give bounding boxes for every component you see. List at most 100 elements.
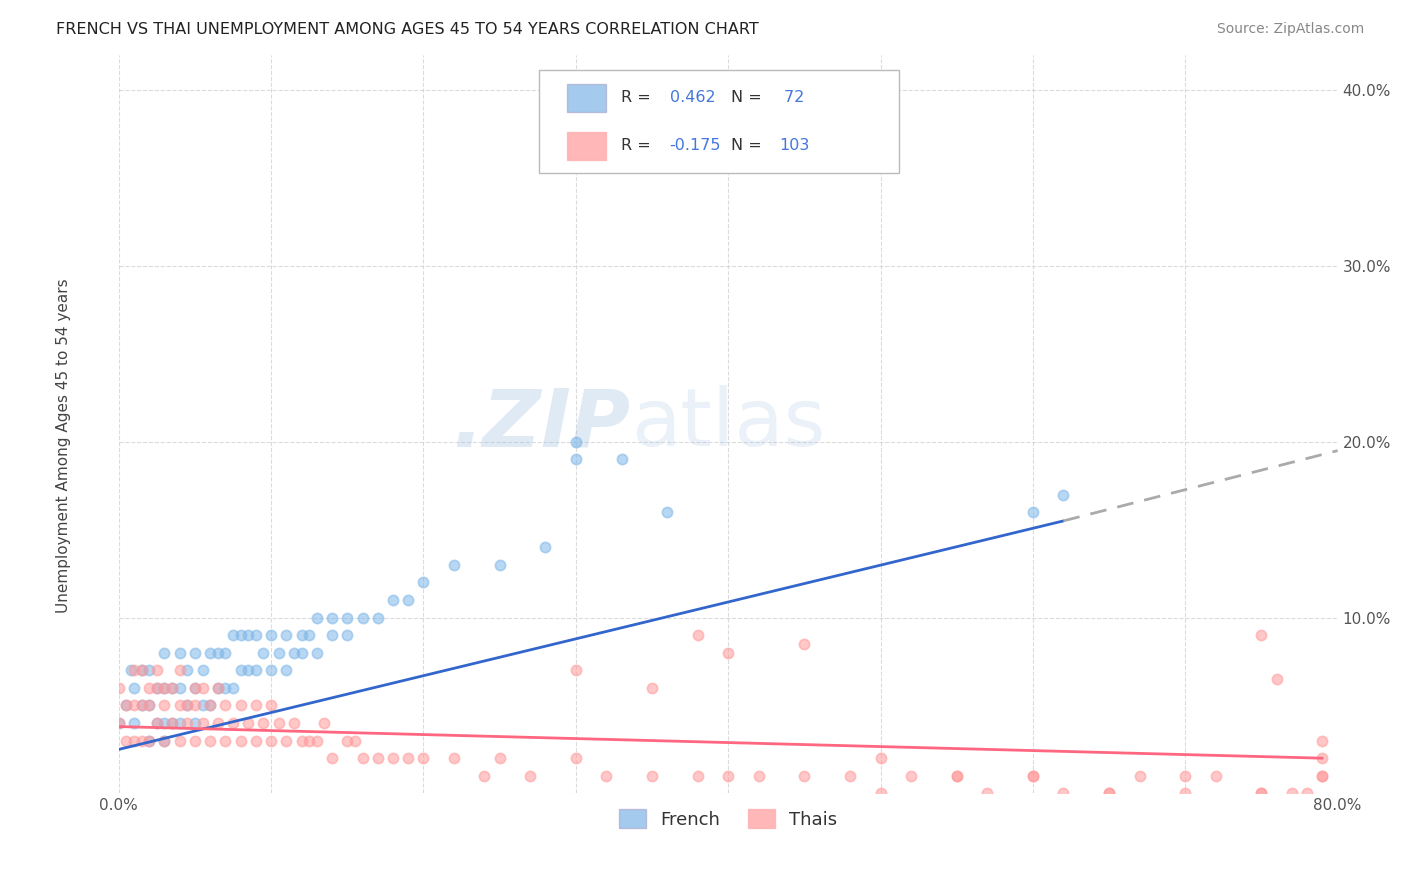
Point [290, 628, 312, 642]
Point [1312, 769, 1334, 783]
Point [276, 663, 298, 677]
Point [900, 769, 922, 783]
Point [160, 716, 183, 731]
Text: R =: R = [621, 90, 655, 105]
Point [252, 716, 274, 731]
Point [131, 733, 153, 747]
Point [131, 698, 153, 713]
Point [131, 698, 153, 713]
Point [198, 646, 221, 660]
Point [131, 663, 153, 677]
Point [238, 663, 260, 677]
Point [276, 628, 298, 642]
Point [107, 716, 129, 731]
Point [1022, 769, 1045, 783]
Point [298, 733, 321, 747]
Point [184, 716, 207, 731]
Point [1312, 769, 1334, 783]
Point [176, 663, 198, 677]
Point [283, 716, 305, 731]
Point [336, 628, 359, 642]
Point [153, 698, 176, 713]
Point [343, 733, 366, 747]
Point [153, 646, 176, 660]
Point [153, 733, 176, 747]
Point [336, 610, 359, 624]
FancyBboxPatch shape [567, 84, 606, 112]
Point [290, 733, 312, 747]
Point [245, 663, 267, 677]
Legend: French, Thais: French, Thais [612, 802, 845, 836]
Point [260, 628, 283, 642]
Point [146, 716, 169, 731]
Text: FRENCH VS THAI UNEMPLOYMENT AMONG AGES 45 TO 54 YEARS CORRELATION CHART: FRENCH VS THAI UNEMPLOYMENT AMONG AGES 4… [56, 22, 759, 37]
Point [314, 716, 336, 731]
Point [107, 716, 129, 731]
Point [222, 628, 245, 642]
FancyBboxPatch shape [540, 70, 898, 173]
Point [138, 733, 160, 747]
Point [382, 751, 405, 765]
Point [657, 505, 679, 519]
Point [352, 610, 374, 624]
Point [976, 786, 998, 800]
Point [488, 558, 510, 572]
Point [122, 733, 145, 747]
Point [321, 751, 343, 765]
Point [260, 733, 283, 747]
Point [298, 628, 321, 642]
Point [115, 698, 138, 713]
Point [245, 698, 267, 713]
Point [1098, 786, 1121, 800]
Point [122, 716, 145, 731]
Point [184, 681, 207, 695]
Point [184, 646, 207, 660]
Point [686, 769, 709, 783]
Point [146, 681, 169, 695]
Text: N =: N = [731, 90, 766, 105]
Point [869, 786, 891, 800]
Point [207, 646, 229, 660]
Point [367, 751, 389, 765]
Point [321, 610, 343, 624]
Point [869, 751, 891, 765]
Point [214, 698, 236, 713]
Point [382, 593, 405, 607]
Point [260, 698, 283, 713]
Point [290, 646, 312, 660]
Point [267, 716, 290, 731]
Point [207, 716, 229, 731]
Point [1265, 672, 1288, 686]
Point [267, 646, 290, 660]
Point [238, 716, 260, 731]
Point [198, 698, 221, 713]
Point [396, 593, 419, 607]
Point [122, 698, 145, 713]
Point [222, 681, 245, 695]
Point [184, 681, 207, 695]
Point [146, 681, 169, 695]
Text: 103: 103 [779, 138, 810, 153]
Point [169, 681, 191, 695]
Point [245, 628, 267, 642]
Point [160, 681, 183, 695]
Point [184, 733, 207, 747]
Point [412, 751, 434, 765]
Point [107, 681, 129, 695]
Point [565, 663, 588, 677]
Point [131, 663, 153, 677]
Point [176, 698, 198, 713]
Point [229, 628, 252, 642]
Point [641, 681, 664, 695]
Point [115, 733, 138, 747]
Point [122, 663, 145, 677]
Point [169, 733, 191, 747]
Point [153, 716, 176, 731]
Point [169, 663, 191, 677]
Point [534, 541, 557, 555]
Point [229, 733, 252, 747]
Point [122, 681, 145, 695]
Point [176, 698, 198, 713]
Point [336, 733, 359, 747]
Point [146, 663, 169, 677]
